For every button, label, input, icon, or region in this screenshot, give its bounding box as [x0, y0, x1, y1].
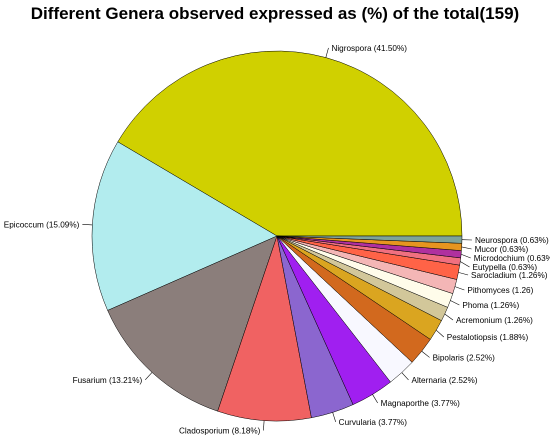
- pie-slice: [107, 235, 278, 412]
- leader-line: [145, 372, 153, 380]
- slice-label: Sarocladium (1.26%): [471, 271, 548, 280]
- slice-label: Neurospora (0.63%): [475, 236, 549, 245]
- slice-label: Pithomyces (1.26): [467, 286, 533, 295]
- slice-label: Nigrospora (41.50%): [331, 44, 407, 53]
- slice-label: Cladosporium (8.18%): [179, 427, 261, 436]
- leader-line: [263, 420, 265, 431]
- slice-label: Epicoccum (15.09%): [4, 220, 80, 229]
- leader-line: [460, 254, 471, 259]
- slice-label: Alternaria (2.52%): [412, 376, 478, 385]
- slice-label: Acremonium (1.26%): [456, 316, 533, 325]
- leader-line: [444, 313, 454, 321]
- slice-label: Microdochium (0.63%): [474, 254, 550, 263]
- slice-label: Fusarium (13.21%): [73, 376, 143, 385]
- leader-line: [82, 224, 93, 226]
- slice-label: Pestalotiopsis (1.88%): [447, 333, 529, 342]
- leader-line: [458, 272, 469, 276]
- leader-line: [325, 47, 329, 58]
- pie-slice: [217, 235, 312, 422]
- slice-label: Mucor (0.63%): [475, 245, 529, 254]
- leader-line: [460, 261, 470, 268]
- slice-label: Bipolaris (2.52%): [433, 353, 496, 362]
- leader-line: [450, 300, 460, 306]
- pie-slice: [91, 141, 278, 311]
- leader-line: [454, 286, 465, 291]
- leader-line: [421, 350, 430, 358]
- leader-line: [372, 394, 378, 404]
- pie-labels: Nigrospora (41.50%) Epicoccum (15.09%) Fus…: [4, 44, 550, 436]
- pie-slices: [91, 50, 463, 422]
- slice-label: Curvularia (3.77%): [339, 418, 408, 427]
- leader-line: [401, 372, 409, 381]
- leader-line: [436, 329, 445, 338]
- pie-slice: [117, 50, 463, 237]
- chart-title: Different Genera observed expressed as (…: [30, 4, 520, 23]
- slice-label: Magnaporthe (3.77%): [381, 399, 460, 408]
- leader-line: [461, 246, 472, 250]
- leader-line: [332, 412, 336, 423]
- slice-label: Phoma (1.26%): [462, 301, 519, 310]
- slice-label: Eutypella (0.63%): [473, 263, 538, 272]
